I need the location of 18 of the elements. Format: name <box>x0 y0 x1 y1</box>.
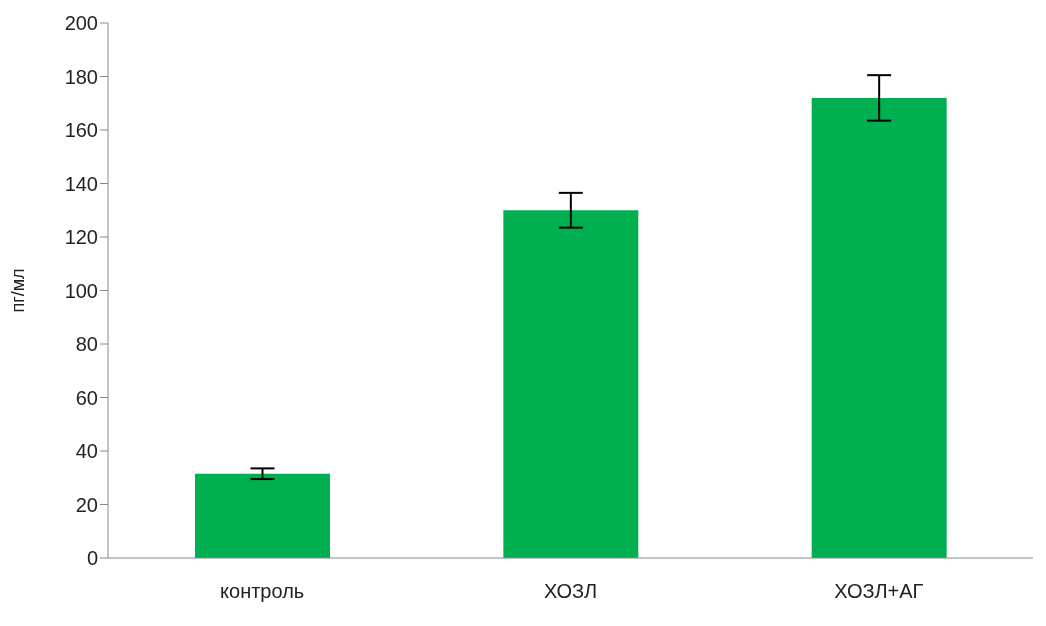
x-tick-label: ХОЗЛ <box>543 580 598 603</box>
bar <box>811 97 947 558</box>
bar <box>503 210 639 558</box>
y-tick-label: 60 <box>75 386 98 409</box>
y-tick-label: 160 <box>64 119 98 142</box>
x-tick-label: контроль <box>220 580 305 603</box>
y-tick-label: 80 <box>75 333 98 356</box>
y-tick-label: 120 <box>64 226 98 249</box>
y-tick-label: 180 <box>64 65 98 88</box>
y-tick-label: 20 <box>75 493 98 516</box>
y-tick-label: 140 <box>64 172 98 195</box>
y-tick-label: 200 <box>64 12 98 35</box>
y-tick-label: 0 <box>86 547 98 570</box>
y-tick-label: 40 <box>75 440 98 463</box>
x-tick-label: ХОЗЛ+АГ <box>834 580 924 603</box>
bar <box>195 473 330 558</box>
y-axis-title: пг/мл <box>8 268 29 313</box>
y-tick-label: 100 <box>64 279 98 302</box>
